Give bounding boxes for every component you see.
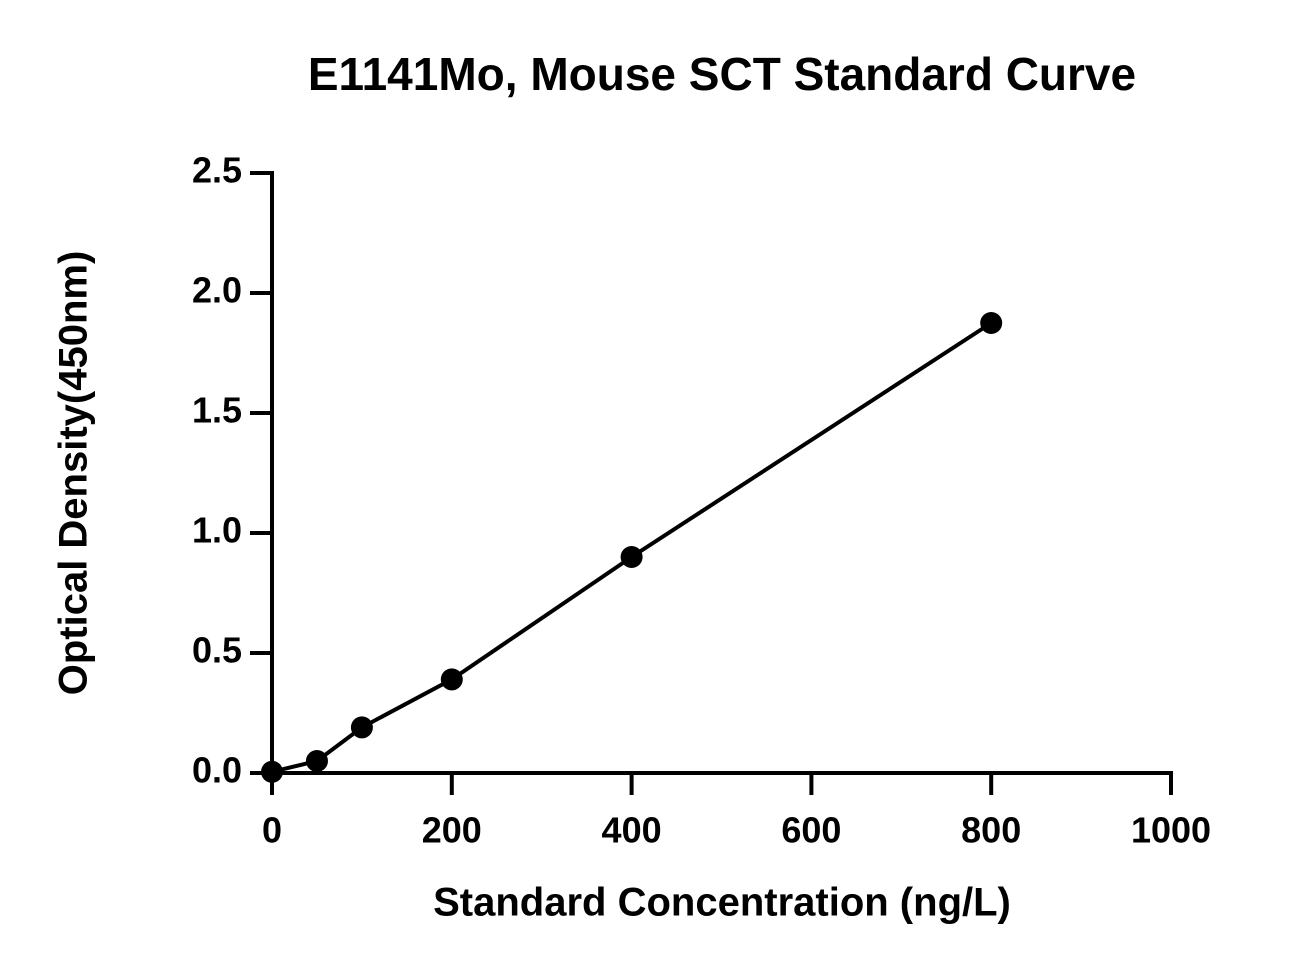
x-tick-label: 0 <box>262 810 282 851</box>
x-tick-label: 600 <box>781 810 841 851</box>
x-tick-label: 400 <box>602 810 662 851</box>
y-tick-label: 2.0 <box>192 270 242 311</box>
chart-title: E1141Mo, Mouse SCT Standard Curve <box>308 48 1136 100</box>
x-axis-label: Standard Concentration (ng/L) <box>433 881 1011 925</box>
y-axis-label: Optical Density(450nm) <box>52 251 96 696</box>
x-tick-label: 1000 <box>1131 810 1211 851</box>
x-tick-label: 200 <box>422 810 482 851</box>
x-tick-label: 800 <box>961 810 1021 851</box>
y-tick-label: 2.5 <box>192 150 242 191</box>
y-tick-label: 0.0 <box>192 750 242 791</box>
data-point <box>440 668 463 691</box>
data-point <box>620 546 643 568</box>
data-point <box>261 760 283 783</box>
data-point <box>350 716 373 739</box>
y-tick-label: 1.5 <box>192 390 242 431</box>
y-tick-label: 1.0 <box>192 510 242 551</box>
data-point <box>305 750 328 772</box>
y-tick-label: 0.5 <box>192 630 242 671</box>
data-point <box>980 312 1003 334</box>
